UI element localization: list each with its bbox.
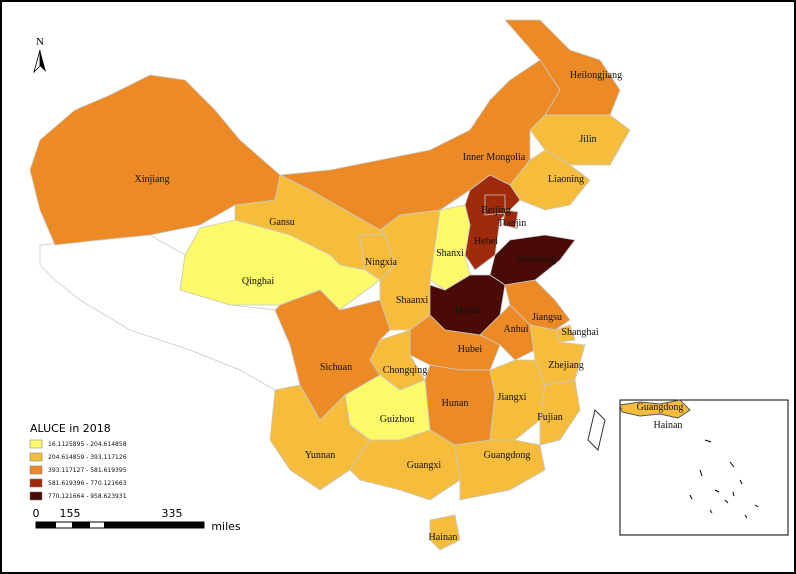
province [429, 514, 461, 551]
legend-label: 770.121664 - 958.623931 [48, 493, 127, 500]
province [349, 429, 461, 501]
province [502, 209, 519, 229]
legend-label: 16.1125895 - 204.614858 [48, 441, 127, 448]
province-label: Guangdong [484, 450, 531, 461]
province-label: Shanghai [561, 327, 598, 338]
inset-label: Guangdong [637, 402, 684, 413]
province-label: Hunan [442, 398, 469, 409]
province-label: Chongqing [383, 365, 427, 376]
province-label: Qinghai [242, 276, 274, 287]
scale-label: 0 [33, 507, 40, 520]
province-label: Beijing [481, 205, 510, 216]
province-label: Jiangxi [498, 392, 527, 403]
legend-swatch [29, 478, 43, 488]
legend-swatch [29, 465, 43, 475]
scale-label: 155 [60, 507, 81, 520]
province [454, 439, 546, 501]
province-label: Gansu [269, 217, 295, 228]
province-label: Hebei [474, 236, 498, 247]
province [539, 379, 581, 446]
province-label: Shaanxi [396, 295, 428, 306]
scale-segment [104, 522, 204, 528]
province-label: Shandong [516, 254, 556, 265]
legend-swatch [29, 439, 43, 449]
north-label: N [36, 36, 44, 48]
province [179, 219, 381, 311]
taiwan [587, 409, 606, 451]
inset-land [619, 399, 691, 419]
province-label: Heilongjiang [570, 70, 622, 81]
province-label: Zhejiang [548, 360, 584, 371]
province-label: Sichuan [320, 362, 352, 373]
province-label: Hubei [458, 344, 483, 355]
inset-islands [689, 439, 759, 519]
province-label: Ningxia [365, 257, 398, 268]
legend-label: 393.117127 - 581.619395 [48, 467, 127, 474]
scale-segment [36, 522, 56, 528]
province-label: Shanxi [436, 248, 464, 259]
province-label: Tianjin [498, 218, 527, 229]
province-label: Xinjiang [135, 174, 170, 185]
north-arrow [33, 49, 41, 74]
province-label: Liaoning [548, 174, 584, 185]
province-label: Anhui [504, 324, 529, 335]
north-arrow [40, 50, 46, 72]
inset-label: Hainan [654, 420, 683, 431]
province-label: Henan [455, 305, 481, 316]
legend-swatch [29, 491, 43, 501]
legend-title: ALUCE in 2018 [30, 422, 111, 435]
province-label: Jiangsu [532, 312, 562, 323]
scale-bar: 0 155 335 miles [33, 507, 241, 533]
province-label: Hainan [429, 532, 458, 543]
province [409, 314, 501, 371]
province-label: Yunnan [305, 450, 336, 461]
scale-segment [72, 522, 90, 528]
province-label: Jilin [579, 134, 596, 145]
province-label: Fujian [537, 412, 563, 423]
province-label: Inner Mongolia [463, 152, 526, 163]
province-label: Guangxi [407, 460, 442, 471]
scale-unit: miles [211, 520, 241, 533]
province [529, 114, 631, 166]
legend-swatch [29, 452, 43, 462]
legend-label: 204.614859 - 393.117126 [48, 454, 127, 461]
inset: Guangdong Hainan [619, 399, 789, 536]
scale-label: 335 [162, 507, 183, 520]
inset-frame [619, 399, 789, 536]
legend-label: 581.619396 - 770.121663 [48, 480, 127, 487]
province-label: Guizhou [380, 414, 414, 425]
